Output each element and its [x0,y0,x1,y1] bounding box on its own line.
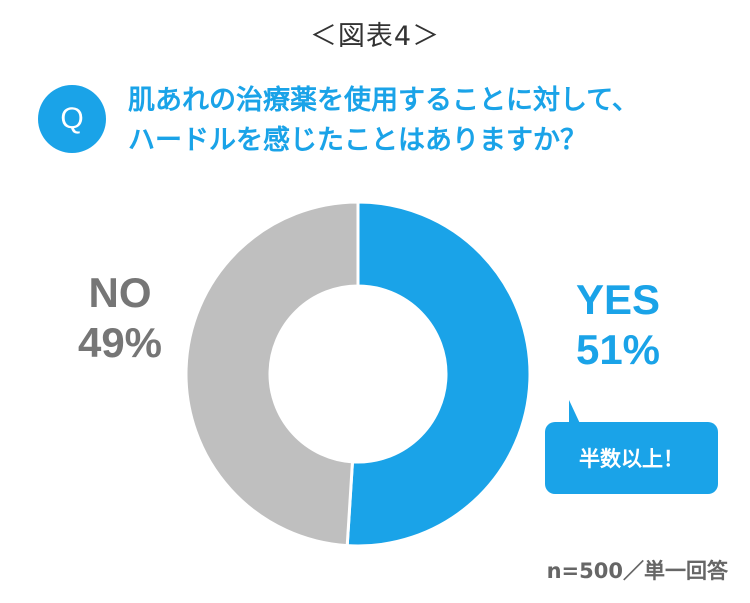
no-value-label: 49% [77,319,163,366]
sample-size-note: n=500／単一回答 [546,559,728,583]
question-badge-letter: Q [60,102,84,135]
donut-slice-no [184,200,360,548]
question-text: 肌あれの治療薬を使用することに対して、 ハードルを感じたことはありますか？ [128,81,718,161]
question-line-2: ハードルを感じたことはありますか？ [128,125,587,156]
question-badge: Q [38,85,106,153]
no-label: NO 49% [50,268,190,368]
yes-label: YES 51% [548,275,688,375]
no-category-label: NO [88,269,152,316]
donut-slice-yes [345,200,532,548]
question-line-1: 肌あれの治療薬を使用することに対して、 [128,85,639,116]
donut-slices [184,200,532,548]
majority-callout: 半数以上！ [545,422,718,494]
yes-value-label: 51% [575,326,661,373]
figure-title: ＜図表4＞ [309,21,441,52]
yes-category-label: YES [575,276,661,323]
